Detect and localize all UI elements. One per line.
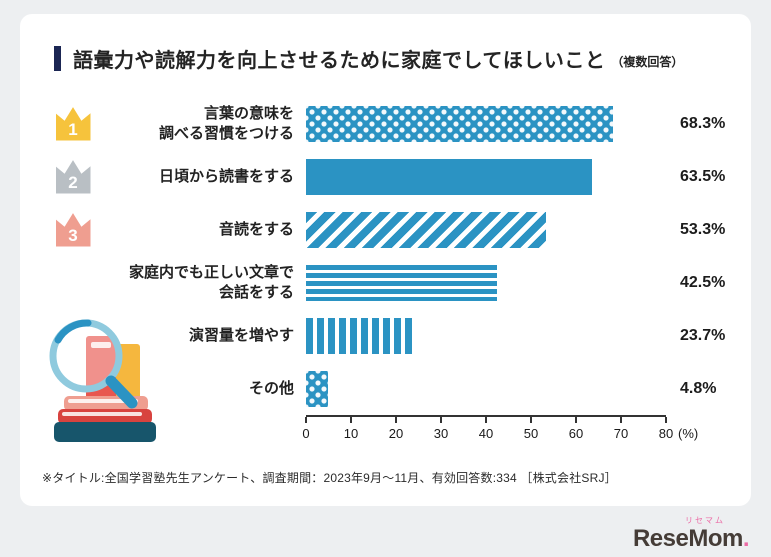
x-tick-mark	[485, 417, 487, 423]
x-tick-label: 0	[302, 426, 310, 441]
value-label: 68.3%	[680, 114, 726, 132]
title-accent-bar	[54, 46, 61, 71]
logo-wordmark: ReseMom	[632, 525, 743, 552]
source-footnote: ※タイトル:全国学習塾先生アンケート、調査期間：2023年9月～11月、有効回答…	[42, 471, 617, 485]
x-tick: 60	[569, 417, 583, 441]
value-label: 23.7%	[680, 326, 726, 344]
rank-number: 2	[68, 172, 78, 192]
logo-period: .	[742, 525, 750, 552]
bar-3	[306, 211, 546, 248]
category-label: 家庭内でも正しい文章で 会話をする	[128, 264, 294, 301]
value-label: 42.5%	[680, 273, 726, 291]
x-tick: 40	[479, 417, 493, 441]
x-tick-mark	[530, 417, 532, 423]
x-tick-label: 70	[613, 426, 629, 441]
x-tick-label: 30	[433, 426, 449, 441]
bar-area	[306, 309, 666, 362]
x-tick-label: 10	[343, 426, 359, 441]
bar-6	[306, 370, 328, 407]
logo-kana: リセマム	[684, 516, 725, 525]
x-tick: 80	[659, 417, 673, 441]
bar-chart: 1 言葉の意味を 調べる習慣をつける 68.3% 2 日頃から読書をする 63.5% 3 音読…	[50, 97, 751, 455]
category-label: 演習量を増やす	[188, 326, 294, 344]
rank-cell: 1	[50, 107, 96, 141]
rank-2-crown-icon: 2	[55, 160, 91, 194]
category-label: 音読をする	[218, 220, 294, 238]
x-tick-mark	[575, 417, 577, 423]
value-label: 4.8%	[680, 379, 717, 397]
rank-cell: 2	[50, 160, 96, 194]
x-tick-label: 40	[478, 426, 494, 441]
x-tick-mark	[350, 417, 352, 423]
x-tick-mark	[620, 417, 622, 423]
chart-row: 2 日頃から読書をする 63.5%	[50, 150, 751, 203]
x-tick-mark	[305, 417, 307, 423]
books-magnifier-illustration	[34, 306, 184, 456]
value-label: 63.5%	[680, 167, 726, 185]
chart-row: 家庭内でも正しい文章で 会話をする 42.5%	[50, 256, 751, 309]
category-label: 日頃から読書をする	[158, 167, 294, 185]
chart-card: 語彙力や読解力を向上させるために家庭でしてほしいこと （複数回答） 1 言葉の意味…	[20, 14, 751, 506]
page-title: 語彙力や読解力を向上させるために家庭でしてほしいこと	[73, 50, 606, 72]
x-tick-label: 80	[658, 426, 674, 441]
title-suffix: （複数回答）	[611, 55, 684, 69]
bar-4	[306, 264, 498, 301]
x-tick-label: 20	[388, 426, 404, 441]
x-tick: 70	[614, 417, 628, 441]
x-tick: 10	[344, 417, 358, 441]
rank-1-crown-icon: 1	[55, 107, 91, 141]
bar-area	[306, 362, 666, 415]
category-label: その他	[248, 379, 294, 397]
x-axis-unit: (%)	[678, 426, 699, 441]
bar-2	[306, 158, 592, 195]
category-label: 言葉の意味を 調べる習慣をつける	[158, 105, 294, 142]
x-tick: 50	[524, 417, 538, 441]
rank-cell: 3	[50, 213, 96, 247]
header: 語彙力や読解力を向上させるために家庭でしてほしいこと （複数回答）	[20, 14, 751, 73]
logo-text: ReseMom.	[632, 525, 750, 552]
bar-area	[306, 256, 666, 309]
chart-row: 演習量を増やす 23.7%	[50, 309, 751, 362]
x-tick-mark	[440, 417, 442, 423]
bar-1	[306, 105, 614, 142]
chart-row: 3 音読をする 53.3%	[50, 203, 751, 256]
rank-3-crown-icon: 3	[55, 213, 91, 247]
rank-number: 1	[68, 119, 78, 139]
x-axis: 0 10 20 30 40 50 60 70 80 (%)	[302, 415, 698, 455]
bar-5	[306, 317, 413, 354]
bar-area	[306, 150, 666, 203]
chart-row: 1 言葉の意味を 調べる習慣をつける 68.3%	[50, 97, 751, 150]
value-label: 53.3%	[680, 220, 726, 238]
x-tick-label: 50	[523, 426, 539, 441]
x-tick: 20	[389, 417, 403, 441]
books-magnifier-icon	[49, 319, 156, 442]
chart-row: その他 4.8%	[50, 362, 751, 415]
x-tick-mark	[665, 417, 667, 423]
bar-area	[306, 97, 666, 150]
x-tick: 30	[434, 417, 448, 441]
chart-rows: 1 言葉の意味を 調べる習慣をつける 68.3% 2 日頃から読書をする 63.5% 3 音読…	[50, 97, 751, 415]
rank-number: 3	[68, 225, 78, 245]
x-tick: 0	[302, 417, 310, 441]
x-tick-label: 60	[568, 426, 584, 441]
bar-area	[306, 203, 666, 256]
x-tick-mark	[395, 417, 397, 423]
resemom-logo: リセマム ReseMom.	[632, 516, 750, 552]
